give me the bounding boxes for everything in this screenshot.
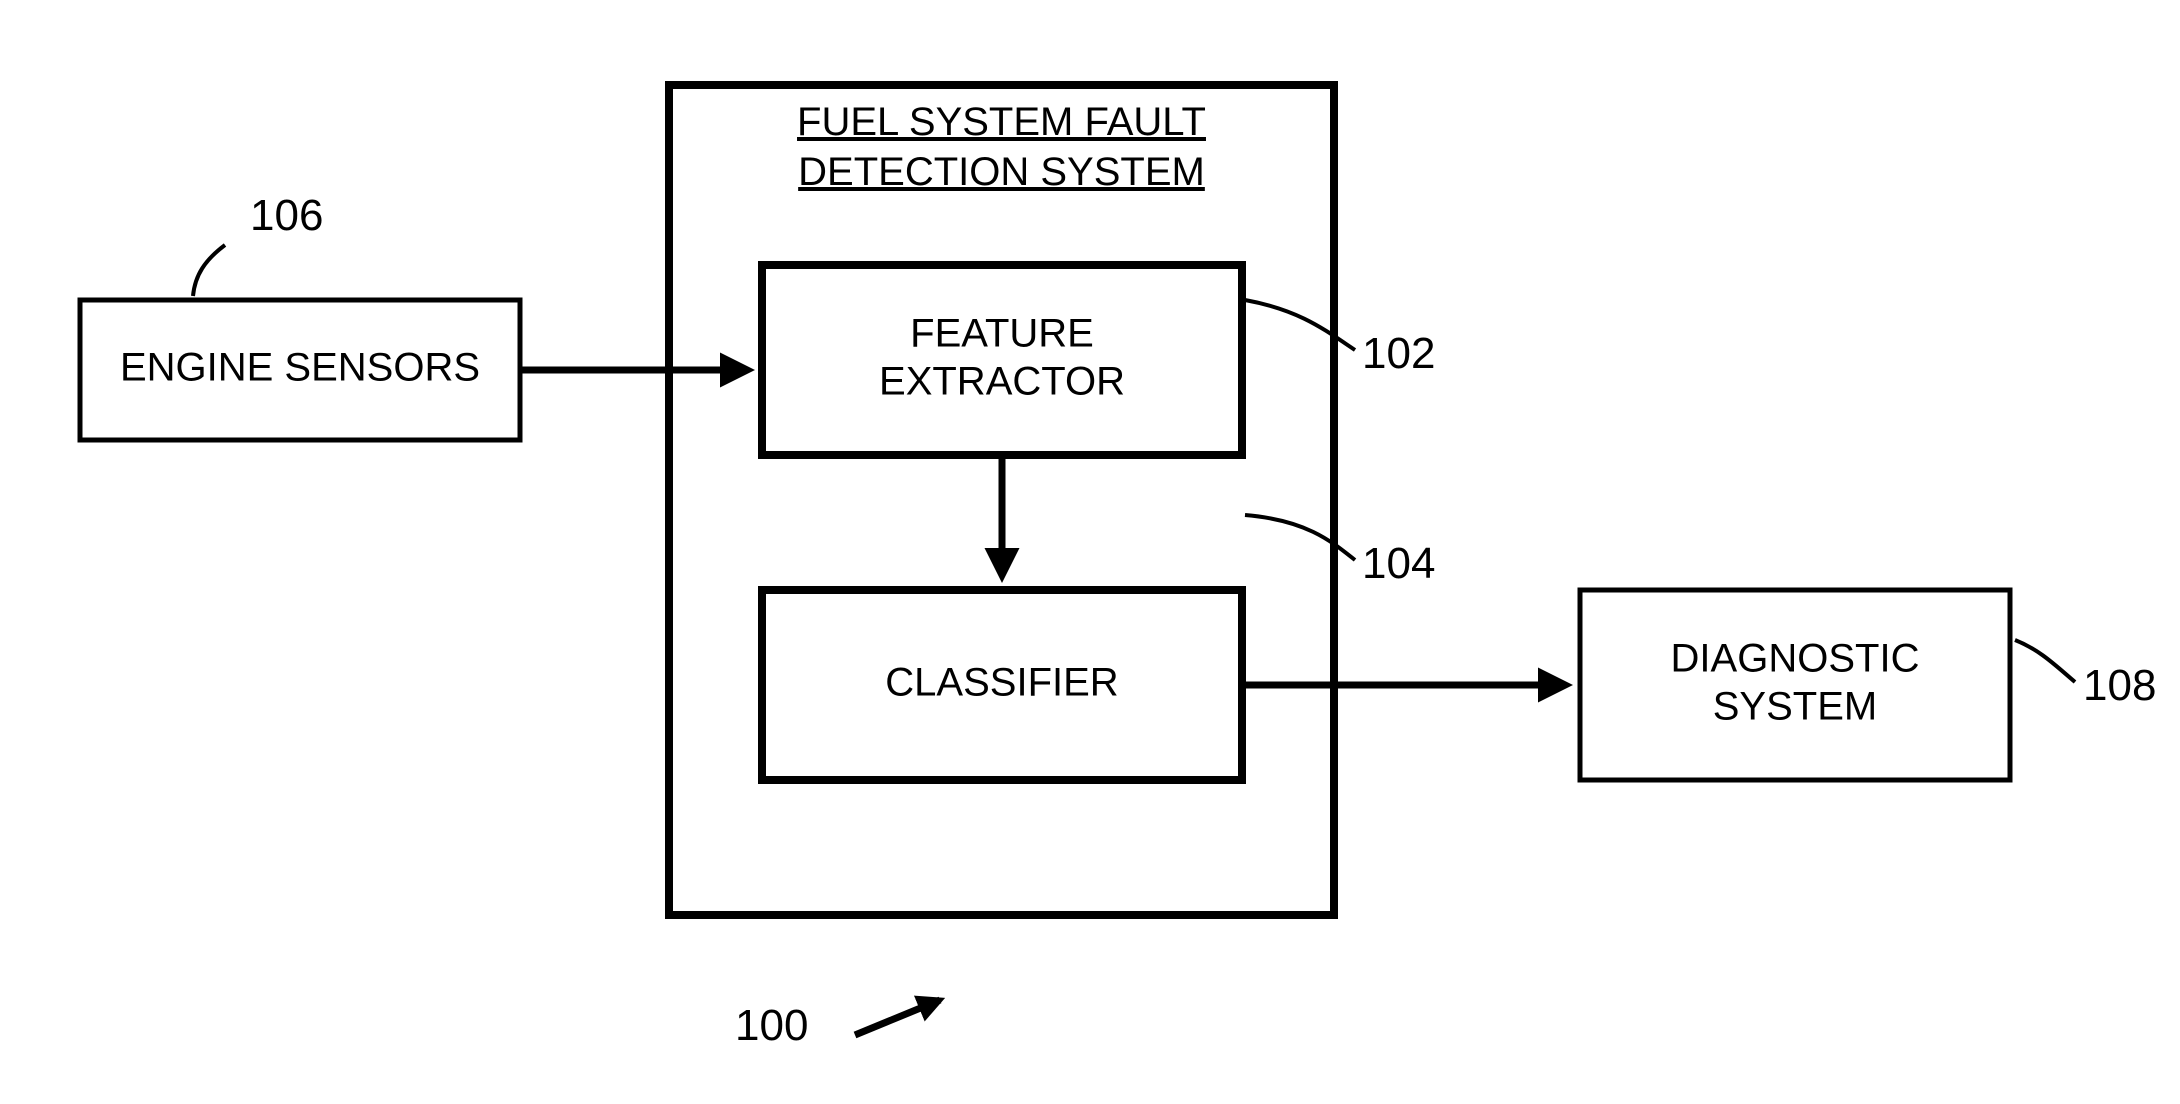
ref-100: 100: [735, 1001, 808, 1050]
ref-108: 108: [2083, 661, 2156, 710]
node-engine-sensors: ENGINE SENSORS: [80, 300, 520, 440]
node-classifier: CLASSIFIER: [762, 590, 1242, 780]
outer-box-title-line-1: FUEL SYSTEM FAULT: [797, 100, 1206, 144]
lead-100-arrow: [855, 1000, 940, 1035]
node-diagnostic-system: DIAGNOSTIC SYSTEM: [1580, 590, 2010, 780]
lead-106: [193, 245, 225, 296]
node-feature-extractor-label-2: EXTRACTOR: [879, 360, 1125, 404]
node-classifier-label: CLASSIFIER: [885, 661, 1118, 705]
node-feature-extractor: FEATURE EXTRACTOR: [762, 265, 1242, 455]
lead-108: [2015, 640, 2075, 682]
ref-104: 104: [1362, 539, 1435, 588]
node-diagnostic-system-label-1: DIAGNOSTIC: [1671, 637, 1920, 681]
node-engine-sensors-label: ENGINE SENSORS: [120, 346, 480, 390]
ref-102: 102: [1362, 329, 1435, 378]
ref-106: 106: [250, 191, 323, 240]
fault-detection-diagram: FUEL SYSTEM FAULT DETECTION SYSTEM ENGIN…: [0, 0, 2180, 1104]
node-feature-extractor-label-1: FEATURE: [910, 312, 1094, 356]
node-diagnostic-system-label-2: SYSTEM: [1713, 685, 1877, 729]
outer-box-title-line-2: DETECTION SYSTEM: [798, 150, 1205, 194]
